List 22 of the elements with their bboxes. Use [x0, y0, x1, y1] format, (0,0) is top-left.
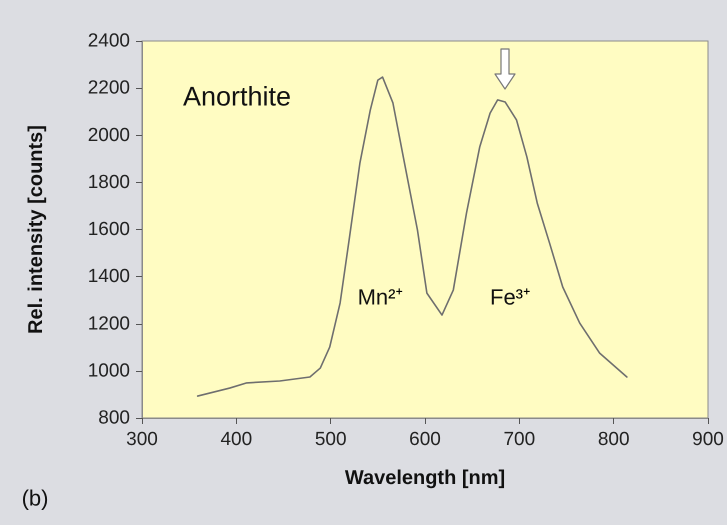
- y-tick-label: 1200: [88, 313, 130, 334]
- y-tick-label: 1600: [88, 219, 130, 240]
- y-tick-label: 1400: [88, 266, 130, 288]
- annotation: Fe³⁺: [490, 284, 530, 310]
- y-axis-title: Rel. intensity [counts]: [25, 125, 47, 334]
- text: (b): [22, 486, 48, 510]
- y-tick-label: 800: [98, 408, 130, 428]
- x-tick-label: 700: [503, 429, 536, 450]
- annotation: Mn²⁺: [358, 284, 402, 310]
- x-tick-label: 800: [598, 429, 630, 450]
- x-tick-label: 400: [220, 429, 252, 450]
- x-tick-label: 600: [409, 429, 441, 450]
- x-tick-label: 500: [314, 429, 347, 450]
- y-tick-label: 2000: [88, 124, 130, 146]
- x-tick-label: 900: [692, 429, 724, 450]
- x-axis-title: Wavelength [nm]: [344, 467, 506, 489]
- text: Anorthite: [183, 82, 292, 112]
- x-tick-label: 300: [126, 429, 158, 450]
- y-tick-label: 1000: [88, 360, 130, 382]
- y-tick-label: 2200: [88, 78, 130, 99]
- y-tick-label: 1800: [88, 172, 130, 193]
- y-tick-label: 2400: [88, 30, 130, 52]
